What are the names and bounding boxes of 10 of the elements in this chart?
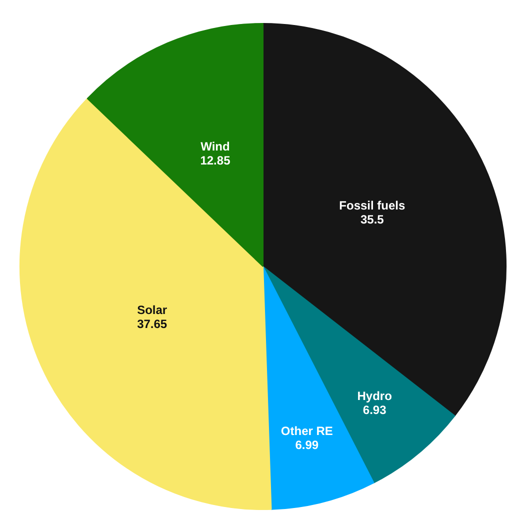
data-label: 6.93 [362,403,387,418]
data-label: 12.85 [200,153,231,168]
slice-label: Hydro [357,389,392,404]
slice-label: Other RE [280,424,333,438]
data-label: 35.5 [360,212,384,226]
data-label: 6.99 [295,438,319,452]
slice-label: Wind [200,139,230,154]
data-label: 37.65 [137,316,168,331]
slice-label: Solar [137,302,168,317]
slice-label: Fossil fuels [339,198,406,212]
